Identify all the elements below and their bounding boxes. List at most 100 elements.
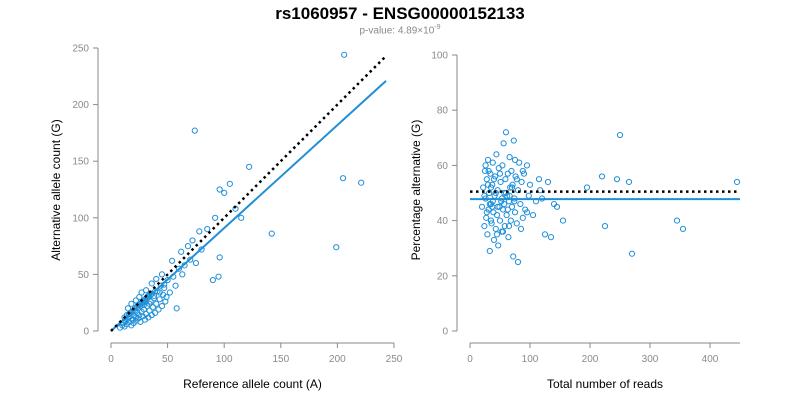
data-point	[505, 223, 513, 230]
data-point	[191, 127, 198, 134]
data-point	[238, 214, 245, 221]
data-point	[158, 302, 166, 310]
y-tick-label: 0	[83, 327, 89, 338]
data-point	[519, 167, 526, 175]
data-point	[142, 287, 150, 294]
data-point	[150, 295, 158, 302]
data-point	[513, 176, 520, 183]
data-point	[508, 203, 516, 210]
data-point	[152, 309, 159, 316]
x-tick-label: 300	[642, 354, 659, 365]
data-point	[493, 211, 501, 219]
percentage-alternative-plot: 0 100 200 300 400 0 20 40 60 80 100 Total number of…	[409, 51, 741, 391]
y-tick-label: 250	[72, 44, 89, 55]
data-point	[212, 214, 219, 221]
data-point	[501, 223, 508, 230]
data-point	[506, 154, 513, 161]
data-point	[537, 187, 544, 194]
data-point	[511, 209, 519, 216]
data-point	[613, 176, 621, 183]
data-point	[516, 159, 523, 166]
data-point	[161, 284, 168, 292]
data-point	[489, 203, 496, 210]
data-point	[246, 163, 253, 170]
data-point	[483, 214, 490, 221]
data-point	[490, 176, 498, 183]
y-tick-label: 150	[72, 157, 89, 168]
data-point	[184, 243, 192, 250]
data-point	[178, 248, 185, 255]
data-point	[358, 179, 365, 186]
x-tick-label: 250	[386, 354, 403, 365]
data-point	[156, 296, 163, 303]
data-point	[196, 228, 203, 235]
data-point	[484, 181, 492, 188]
y-tick-label: 200	[72, 100, 89, 111]
data-point	[511, 156, 519, 163]
data-point	[495, 165, 502, 172]
data-point	[499, 228, 507, 235]
x-tick-label: 100	[216, 354, 233, 365]
data-point	[189, 237, 196, 244]
data-point	[216, 186, 223, 193]
data-point	[146, 300, 153, 307]
data-point	[487, 217, 495, 224]
data-point	[221, 189, 228, 196]
data-point	[495, 242, 502, 249]
data-point	[509, 181, 516, 188]
y-tick-label: 50	[78, 270, 90, 281]
x-axis-title: Reference allele count (A)	[183, 377, 322, 391]
data-point	[483, 176, 490, 183]
x-tick-label: 0	[467, 354, 473, 365]
data-point	[673, 217, 681, 224]
data-point	[535, 176, 543, 183]
data-point	[507, 217, 514, 224]
data-point	[484, 156, 492, 163]
data-point	[517, 200, 524, 208]
data-point	[529, 211, 537, 219]
y-axis-title: Alternative allele count (G)	[49, 119, 63, 260]
p-value-exponent: -9	[434, 24, 441, 31]
reference-line	[110, 55, 387, 332]
data-point	[513, 220, 520, 227]
y-tick-label: 0	[442, 327, 448, 338]
data-point	[501, 200, 508, 208]
y-tick-label: 100	[431, 51, 448, 62]
data-point	[478, 203, 486, 210]
data-point	[502, 176, 509, 183]
data-point	[492, 225, 499, 232]
fit-line	[110, 80, 387, 332]
data-point	[483, 209, 490, 216]
data-point	[187, 256, 194, 263]
data-point	[519, 214, 526, 221]
x-tick-label: 150	[272, 354, 289, 365]
y-tick-label: 100	[72, 213, 89, 224]
data-point	[510, 137, 517, 144]
data-point	[583, 184, 591, 191]
data-point	[490, 236, 498, 244]
data-point	[128, 300, 135, 307]
y-tick-label: 40	[437, 216, 449, 227]
data-point	[497, 178, 504, 186]
data-point	[503, 211, 510, 219]
data-point	[514, 258, 522, 266]
data-point	[625, 178, 633, 186]
data-point	[268, 230, 275, 237]
data-point	[485, 167, 492, 175]
data-point	[486, 247, 493, 255]
data-point	[523, 209, 531, 216]
data-point	[490, 209, 497, 216]
data-point	[166, 289, 173, 296]
data-point	[155, 306, 162, 313]
data-point	[341, 51, 348, 58]
data-point	[153, 300, 160, 307]
data-point	[525, 192, 532, 199]
data-point	[172, 282, 179, 289]
data-point	[508, 184, 516, 191]
data-point	[216, 254, 223, 261]
data-point	[169, 257, 176, 264]
data-point	[598, 173, 606, 180]
data-point	[192, 259, 199, 267]
data-point	[544, 178, 552, 186]
